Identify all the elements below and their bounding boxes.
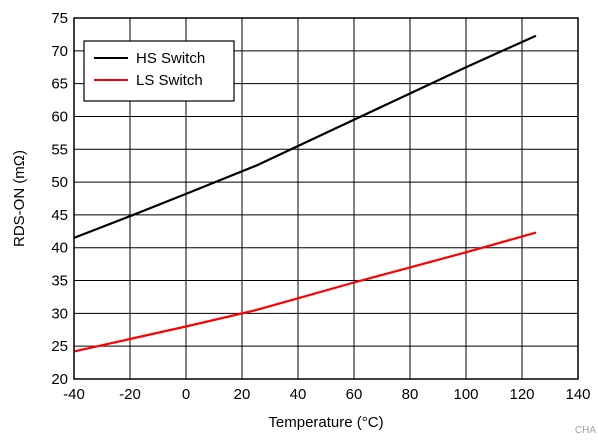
y-tick-label: 50 bbox=[51, 174, 68, 191]
watermark-text: CHA bbox=[575, 425, 596, 435]
y-axis-title: RDS-ON (mΩ) bbox=[11, 150, 28, 247]
x-tick-label: 20 bbox=[234, 386, 251, 403]
tick-labels: -40 -20 0 20 40 60 80 100 120 140 20 25 30 35 40 45 50 55… bbox=[51, 10, 590, 403]
y-tick-label: 65 bbox=[51, 76, 68, 93]
x-axis-title: Temperature (°C) bbox=[268, 414, 383, 431]
y-tick-label: 40 bbox=[51, 240, 68, 257]
x-tick-label: 60 bbox=[346, 386, 363, 403]
y-tick-label: 25 bbox=[51, 338, 68, 355]
x-tick-label: 0 bbox=[182, 386, 190, 403]
series-line-hs-switch bbox=[73, 34, 537, 239]
y-tick-label: 20 bbox=[51, 371, 68, 388]
y-tick-label: 45 bbox=[51, 207, 68, 224]
x-tick-label: 140 bbox=[565, 386, 590, 403]
x-tick-label: 40 bbox=[290, 386, 307, 403]
y-tick-label: 60 bbox=[51, 108, 68, 125]
series-line-ls-switch bbox=[73, 231, 537, 353]
x-tick-label: 100 bbox=[453, 386, 478, 403]
legend-label-ls-switch: LS Switch bbox=[136, 72, 203, 89]
y-tick-label: 35 bbox=[51, 273, 68, 290]
plot-frame bbox=[73, 17, 579, 380]
legend-label-hs-switch: HS Switch bbox=[136, 50, 205, 67]
x-tick-label: 80 bbox=[402, 386, 419, 403]
legend-box bbox=[83, 40, 235, 102]
y-tick-label: 30 bbox=[51, 305, 68, 322]
x-tick-label: -20 bbox=[119, 386, 141, 403]
y-tick-label: 70 bbox=[51, 43, 68, 60]
legend: HS Switch LS Switch bbox=[83, 40, 235, 102]
x-tick-label: 120 bbox=[509, 386, 534, 403]
y-tick-label: 55 bbox=[51, 141, 68, 158]
series-lines bbox=[73, 34, 537, 353]
x-tick-label: -40 bbox=[63, 386, 85, 403]
y-tick-label: 75 bbox=[51, 10, 68, 27]
